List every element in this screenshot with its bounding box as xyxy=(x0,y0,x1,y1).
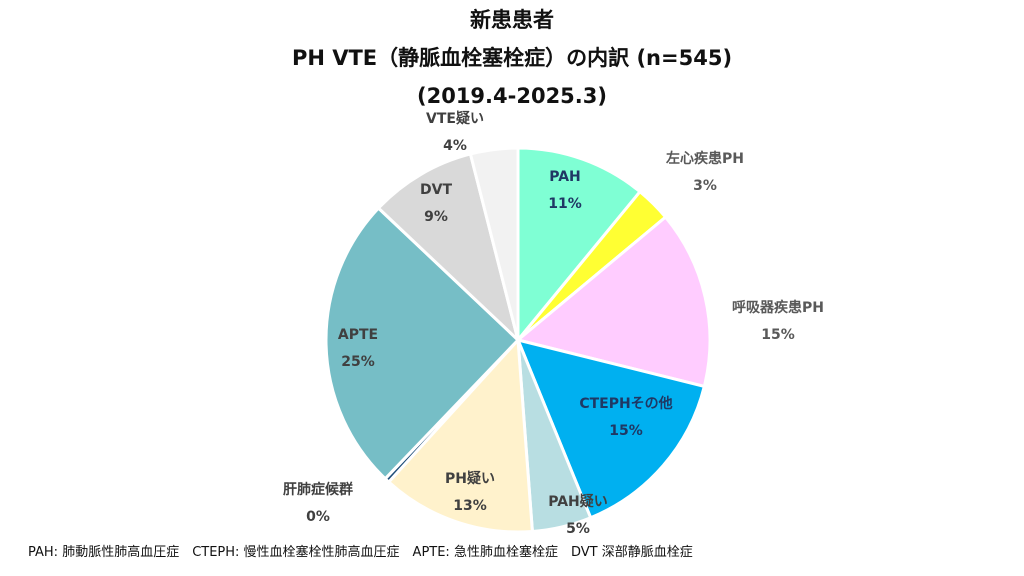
slice-percent-label: 15% xyxy=(609,423,643,439)
chart-title-line3: (2019.4-2025.3) xyxy=(417,84,607,108)
slice-category-label: 呼吸器疾患PH xyxy=(732,299,824,316)
slice-percent-label: 4% xyxy=(443,138,467,154)
slice-percent-label: 13% xyxy=(453,498,487,514)
chart-title-line2: PH VTE（静脈血栓塞栓症）の内訳 (n=545) xyxy=(291,46,733,70)
footnote-abbreviations: PAH: 肺動脈性肺高血圧症 CTEPH: 慢性血栓塞栓性肺高血圧症 APTE:… xyxy=(28,545,693,560)
pie-slice xyxy=(376,152,521,345)
slice-category-label: PAH疑い xyxy=(548,494,608,510)
slice-percent-label: 25% xyxy=(341,354,375,370)
pie-slice xyxy=(324,205,521,481)
slice-category-label: VTE疑い xyxy=(426,111,484,127)
pie-slice xyxy=(514,214,712,389)
chart-title-line1: 新患患者 xyxy=(470,8,554,32)
slice-percent-label: 5% xyxy=(566,521,590,537)
slice-category-label: APTE xyxy=(338,327,378,343)
slice-percent-label: 9% xyxy=(424,209,448,225)
slice-percent-label: 0% xyxy=(306,509,330,525)
slice-category-label: PH疑い xyxy=(445,471,495,487)
slice-category-label: 肝肺症候群 xyxy=(283,481,353,498)
slice-percent-label: 11% xyxy=(548,196,582,212)
slice-category-label: CTEPHその他 xyxy=(579,395,672,412)
pie-slice xyxy=(468,146,520,341)
slice-percent-label: 3% xyxy=(693,178,717,194)
pie-slice xyxy=(386,336,535,534)
slice-percent-label: 15% xyxy=(761,327,795,343)
slice-category-label: DVT xyxy=(420,182,452,198)
slice-category-label: 左心疾患PH xyxy=(665,150,744,167)
pie-slice xyxy=(515,337,707,520)
slice-category-label: PAH xyxy=(549,169,581,185)
pie-slice xyxy=(516,146,643,345)
